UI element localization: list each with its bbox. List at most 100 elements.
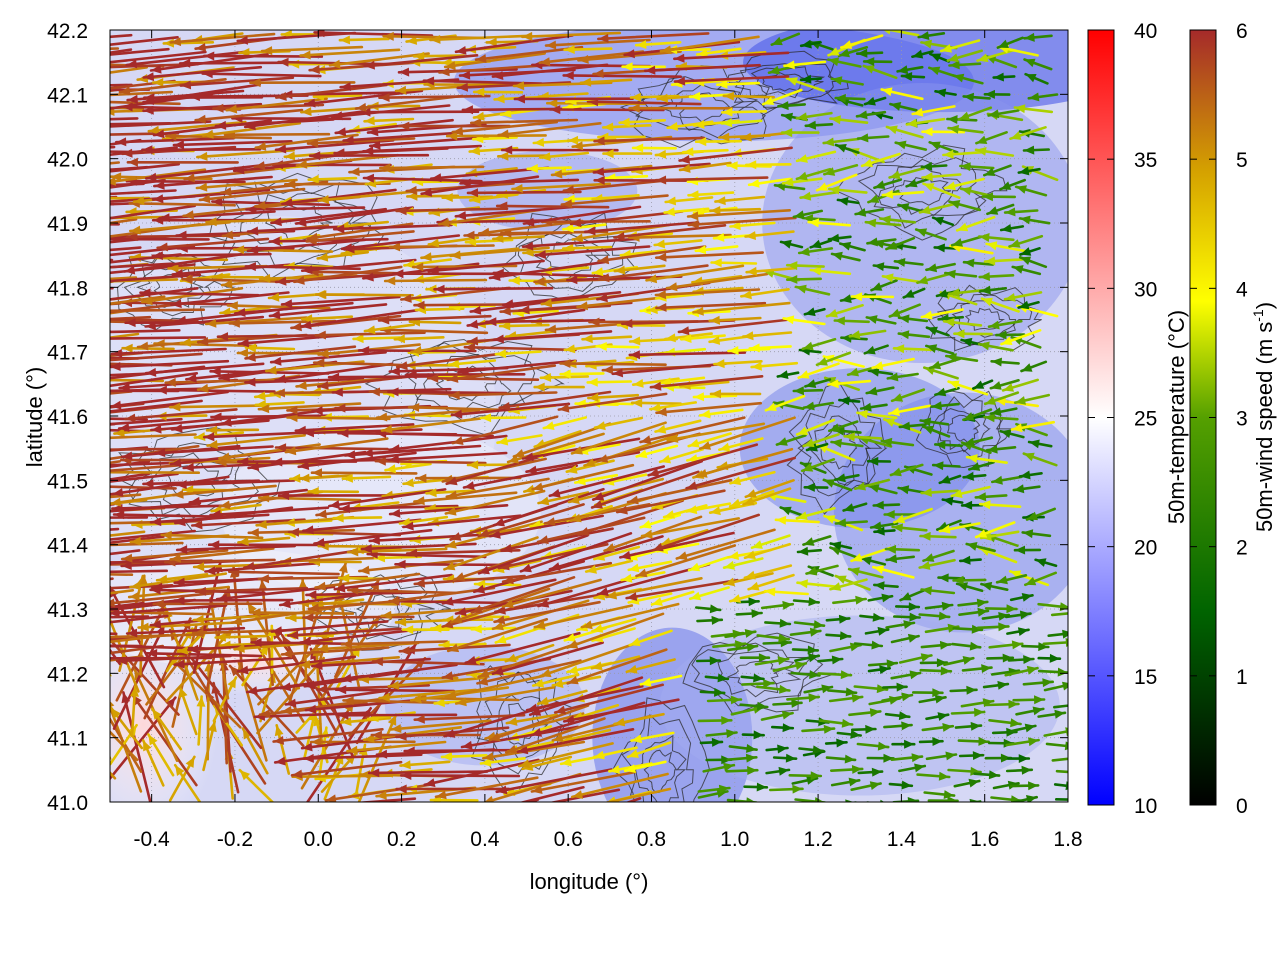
wind-vector <box>631 377 680 388</box>
wind-vector <box>534 245 651 259</box>
wind-vector <box>245 204 366 214</box>
wind-vector <box>654 288 761 300</box>
wind-vector <box>777 101 807 111</box>
wind-vector <box>178 685 198 736</box>
wind-vector <box>917 31 946 40</box>
wind-vector <box>244 262 361 272</box>
wind-vector <box>892 612 921 622</box>
wind-vector <box>999 178 1026 191</box>
wind-vector <box>1010 723 1037 733</box>
wind-vector <box>561 243 613 253</box>
wind-vector <box>110 204 197 220</box>
wind-vector <box>173 596 294 605</box>
wind-vector <box>948 60 982 70</box>
wind-vector <box>867 189 900 204</box>
wind-vector <box>853 684 889 694</box>
wind-vector <box>0 318 108 327</box>
wind-vector <box>274 723 291 775</box>
wind-vector <box>898 763 927 773</box>
wind-vector <box>142 83 262 105</box>
wind-vector <box>338 504 459 514</box>
colorbar-tick-label: 20 <box>1134 537 1157 560</box>
wind-vector <box>960 500 984 510</box>
wind-vector <box>647 443 759 477</box>
wind-vector <box>983 89 1011 99</box>
wind-vector <box>902 287 926 299</box>
wind-vector <box>962 471 987 481</box>
wind-vector <box>921 425 951 438</box>
contour-line <box>892 174 952 206</box>
wind-vector <box>925 326 950 337</box>
wind-vector <box>717 437 764 452</box>
wind-vector <box>214 632 267 642</box>
wind-vector <box>500 145 619 155</box>
wind-vector <box>586 377 633 387</box>
wind-vector <box>893 258 924 267</box>
wind-vector <box>838 241 866 252</box>
wind-vector <box>457 359 577 376</box>
wind-vector <box>862 57 893 66</box>
wind-vector <box>853 478 891 491</box>
wind-vector <box>254 399 305 409</box>
wind-vector <box>333 806 384 816</box>
wind-vector <box>110 328 181 334</box>
wind-vector <box>918 202 957 215</box>
wind-vector <box>795 167 832 181</box>
wind-vector <box>548 535 664 571</box>
wind-vector <box>845 799 857 802</box>
wind-vector <box>847 567 884 579</box>
wind-vector <box>1005 765 1034 775</box>
wind-vector <box>1014 185 1048 197</box>
wind-vector <box>548 105 665 115</box>
wind-vector <box>120 549 229 563</box>
wind-vector <box>739 653 771 663</box>
wind-vector <box>110 635 143 642</box>
wind-vector <box>1021 529 1052 539</box>
wind-vector <box>696 615 724 625</box>
x-tick-label: 0.6 <box>554 828 583 851</box>
wind-vector <box>1015 706 1045 716</box>
wind-vector <box>0 175 102 193</box>
wind-vector <box>879 215 917 225</box>
wind-vector <box>949 685 978 695</box>
wind-vector <box>1004 610 1032 620</box>
wind-vector <box>375 408 481 422</box>
wind-vector <box>110 390 133 395</box>
wind-vector <box>401 514 522 531</box>
wind-vector <box>943 177 985 191</box>
wind-vector <box>387 676 488 690</box>
wind-vector <box>537 491 590 506</box>
wind-vector <box>284 437 389 456</box>
wind-vector <box>897 203 926 213</box>
wind-vector <box>446 617 549 653</box>
wind-vector <box>920 161 948 171</box>
wind-vector <box>686 209 792 221</box>
wind-vector <box>110 117 139 121</box>
contour-line <box>404 342 536 423</box>
x-tick-label: 1.6 <box>970 828 999 851</box>
wind-vector <box>516 727 635 755</box>
y-tick-label: 41.7 <box>47 342 88 365</box>
wind-vector <box>916 771 951 781</box>
wind-vector <box>887 404 932 417</box>
wind-vector <box>388 242 495 252</box>
wind-vector <box>110 633 205 639</box>
wind-vector <box>850 546 892 563</box>
wind-vector <box>803 482 829 492</box>
wind-vector <box>795 150 837 163</box>
wind-vector <box>666 120 714 131</box>
colorbar-tick-label: 3 <box>1236 408 1248 431</box>
contour-line <box>643 749 678 794</box>
wind-vector <box>764 618 792 628</box>
wind-vector <box>459 178 580 188</box>
wind-vector <box>110 604 228 618</box>
wind-vector <box>942 149 983 159</box>
wind-vector <box>804 378 832 388</box>
wind-vector <box>500 527 614 553</box>
wind-vector <box>565 612 665 649</box>
wind-vector <box>950 485 991 498</box>
wind-vector <box>1025 507 1056 521</box>
wind-vector <box>792 597 821 607</box>
wind-vector <box>1010 420 1055 433</box>
x-tick-label: 1.4 <box>887 828 917 851</box>
